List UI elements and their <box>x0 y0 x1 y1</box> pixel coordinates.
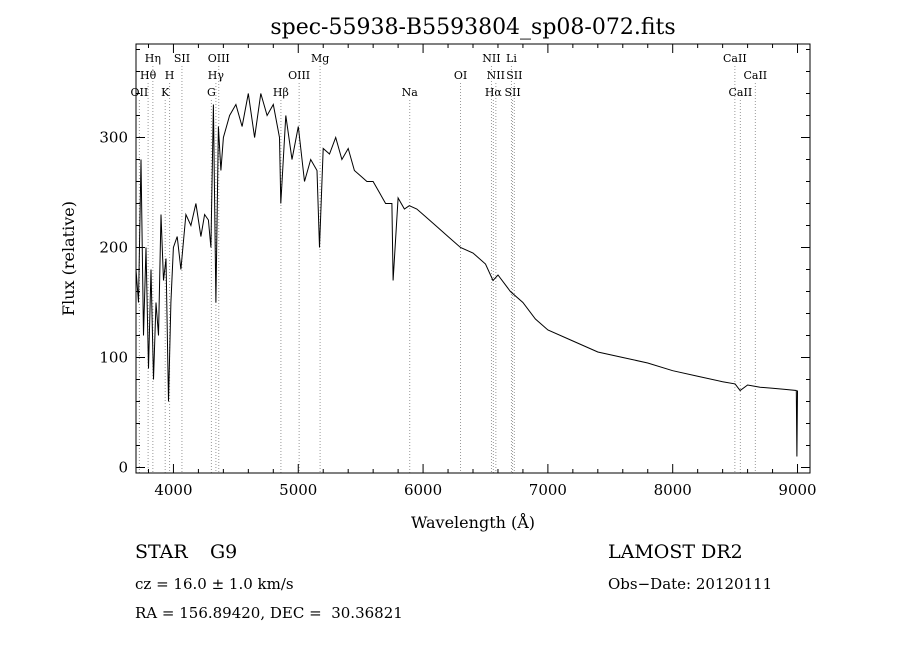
spectral-line-label: OII <box>131 86 149 99</box>
y-tick-label: 200 <box>99 239 128 257</box>
coordinates: RA = 156.89420, DEC = 30.36821 <box>135 604 403 622</box>
y-axis-label: Flux (relative) <box>59 201 78 316</box>
spectral-line-markers <box>138 66 756 473</box>
object-class: STAR <box>135 541 188 563</box>
spectral-line-label: Mg <box>311 52 329 65</box>
redshift-velocity: cz = 16.0 ± 1.0 km/s <box>135 575 294 593</box>
spectral-line-label: OIII <box>288 69 310 82</box>
spectral-line-label: OI <box>454 69 467 82</box>
survey-name: LAMOST DR2 <box>608 541 743 563</box>
spectral-line-label: CaII <box>743 69 767 82</box>
x-axis-label: Wavelength (Å) <box>411 512 535 532</box>
spectral-line-label: NII <box>487 69 505 82</box>
x-tick-label: 7000 <box>529 481 567 499</box>
spectral-line-label: SII <box>504 86 520 99</box>
x-axis: 4000 5000 6000 7000 8000 9000 <box>147 44 817 499</box>
spectral-line-label: Hγ <box>208 69 225 82</box>
spectral-line-label: SII <box>174 52 190 65</box>
object-subclass: G9 <box>210 541 238 563</box>
spectral-line-label: Li <box>506 52 517 65</box>
chart-title: spec-55938-B5593804_sp08-072.fits <box>270 15 675 40</box>
spectral-line-label: G <box>207 86 216 99</box>
spectral-line-label: H <box>165 69 175 82</box>
spectral-line-label: SII <box>506 69 522 82</box>
spectral-line-label: Hθ <box>140 69 157 82</box>
x-tick-label: 9000 <box>778 481 816 499</box>
spectral-line-label: OIII <box>208 52 230 65</box>
x-tick-label: 6000 <box>404 481 442 499</box>
spectral-line-label: Hβ <box>273 86 289 99</box>
spectral-line-label: NII <box>482 52 500 65</box>
spectral-line-label: K <box>161 86 170 99</box>
y-axis: 0 100 200 300 <box>99 49 810 477</box>
y-tick-label: 0 <box>118 459 128 477</box>
spectral-line-label: Na <box>402 86 419 99</box>
x-tick-label: 8000 <box>654 481 692 499</box>
spectral-line-label: CaII <box>723 52 747 65</box>
spectral-line-label: CaII <box>729 86 753 99</box>
spectral-line-label: Hα <box>485 86 503 99</box>
x-tick-label: 4000 <box>154 481 192 499</box>
y-tick-label: 300 <box>99 129 128 147</box>
observation-date: Obs−Date: 20120111 <box>608 575 773 593</box>
spectral-line-label: Hη <box>145 52 161 65</box>
x-tick-label: 5000 <box>279 481 317 499</box>
spectrum-series-line <box>135 93 798 457</box>
y-tick-label: 100 <box>99 349 128 367</box>
